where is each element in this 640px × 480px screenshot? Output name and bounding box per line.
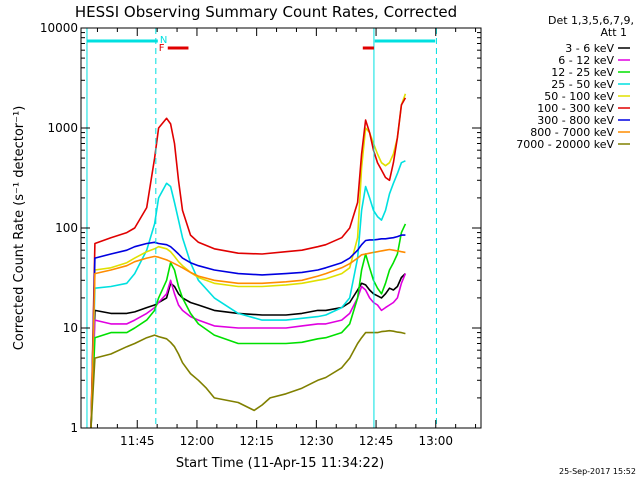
y-tick-label: 1000 [47, 121, 78, 135]
y-axis-label: Corrected Count Rate (s⁻¹ detector⁻¹) [12, 106, 27, 351]
series-line-6 [90, 97, 407, 428]
legend-label: 50 - 100 keV [544, 90, 614, 103]
x-tick-label: 13:00 [418, 434, 453, 448]
y-tick-label: 1 [70, 421, 78, 435]
y-tick-label: 100 [55, 221, 78, 235]
series-line-2 [90, 273, 407, 428]
axes-layer: 11:45 12:00 12:15 12:30 12:45 13:00 1 10 100 1000… [40, 21, 481, 448]
x-tick-label: 12:00 [180, 434, 215, 448]
y-tick-label: 10000 [40, 21, 78, 35]
x-tick-label: 12:30 [299, 434, 334, 448]
legend-label: 25 - 50 keV [551, 78, 614, 91]
legend-label: 300 - 800 keV [537, 114, 614, 127]
series-layer [90, 93, 407, 428]
overlay-label-n: N [160, 35, 167, 46]
x-tick-label: 11:45 [120, 434, 155, 448]
legend-label: 7000 - 20000 keV [516, 138, 614, 151]
plot-frame [80, 27, 482, 429]
legend-header-line: Det 1,3,5,6,7,9, [548, 14, 634, 27]
x-tick-label: 12:45 [359, 434, 394, 448]
legend-label: 6 - 12 keV [558, 54, 614, 67]
series-line-3 [90, 223, 407, 428]
chart-title: HESSI Observing Summary Count Rates, Cor… [75, 3, 457, 21]
legend-header-line: Att 1 [601, 26, 627, 39]
x-tick-label: 12:15 [239, 434, 274, 448]
x-axis-label: Start Time (11-Apr-15 11:34:22) [176, 456, 384, 471]
series-line-5 [90, 93, 407, 428]
timestamp: 25-Sep-2017 15:52 [559, 467, 636, 476]
legend-label: 100 - 300 keV [537, 102, 614, 115]
series-line-7 [90, 234, 406, 428]
legend-label: 3 - 6 keV [565, 42, 614, 55]
overlay-label-f: F [159, 43, 165, 54]
series-line-4 [90, 160, 406, 428]
series-line-8 [90, 248, 406, 428]
series-line-9 [90, 329, 406, 428]
legend-label: 12 - 25 keV [551, 66, 614, 79]
series-line-1 [90, 273, 406, 428]
y-tick-label: 10 [63, 321, 78, 335]
legend-label: 800 - 7000 keV [530, 126, 614, 139]
overlay-layer: NF [86, 28, 437, 428]
